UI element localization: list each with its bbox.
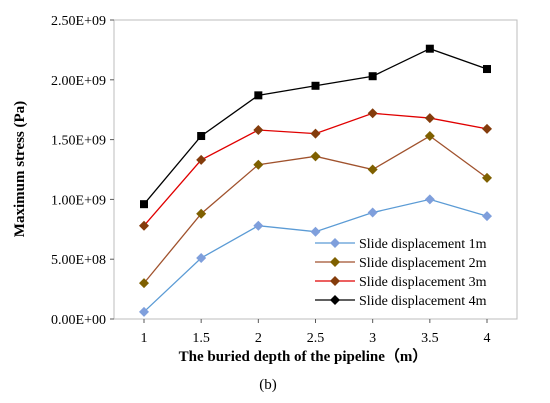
- x-axis-ticks: 1 1.5 2 2.5 3 3.5 4: [141, 319, 491, 346]
- series-1: [139, 194, 492, 317]
- legend-item: Slide displacement 2m: [315, 256, 487, 271]
- data-point: [197, 132, 206, 141]
- data-point: [253, 159, 264, 170]
- x-axis-title: The buried depth of the pipeline（m）: [179, 347, 428, 365]
- legend-item: Slide displacement 4m: [315, 294, 487, 309]
- data-point: [139, 278, 149, 289]
- data-point: [424, 194, 435, 205]
- data-point: [483, 65, 491, 74]
- data-point: [482, 211, 492, 222]
- y-tick-label: 5.00E+08: [51, 253, 106, 268]
- data-point: [140, 200, 148, 209]
- data-point: [196, 154, 207, 165]
- series-layer: [139, 44, 492, 317]
- series-3: [139, 108, 492, 231]
- data-point: [253, 220, 264, 231]
- data-point: [367, 164, 378, 175]
- y-axis-title: Maximum stress (Pa): [12, 101, 28, 237]
- legend-label: Slide displacement 4m: [359, 294, 487, 309]
- legend-swatch-marker: [330, 276, 340, 286]
- legend-swatch-marker: [330, 238, 340, 248]
- data-point: [482, 172, 492, 183]
- legend-label: Slide displacement 2m: [359, 256, 487, 271]
- data-point: [196, 208, 207, 219]
- legend: Slide displacement 1m Slide displacement …: [315, 237, 487, 309]
- data-point: [367, 108, 378, 119]
- y-tick-label: 1.00E+09: [51, 193, 106, 208]
- figure-caption: (b): [259, 377, 277, 393]
- y-tick-label: 2.00E+09: [51, 74, 106, 89]
- data-point: [425, 44, 434, 53]
- x-tick-label: 4: [484, 331, 491, 346]
- series-4: [140, 44, 491, 209]
- y-tick-label: 0.00E+00: [51, 313, 106, 328]
- data-point: [139, 306, 149, 317]
- data-point: [310, 226, 321, 237]
- data-point: [310, 151, 321, 162]
- data-point: [368, 72, 377, 81]
- legend-item: Slide displacement 1m: [315, 237, 487, 252]
- x-tick-label: 2: [255, 331, 262, 346]
- series-2: [139, 131, 492, 289]
- legend-label: Slide displacement 1m: [359, 237, 487, 252]
- data-point: [253, 125, 264, 136]
- x-tick-label: 2.5: [307, 331, 325, 346]
- data-point: [424, 131, 435, 142]
- x-tick-label: 3: [369, 331, 376, 346]
- data-point: [424, 113, 435, 124]
- y-axis-ticks: 0.00E+00 5.00E+08 1.00E+09 1.50E+09 2.00E+09…: [51, 14, 114, 328]
- legend-item: Slide displacement 3m: [315, 275, 487, 290]
- legend-label: Slide displacement 3m: [359, 275, 487, 290]
- y-tick-label: 1.50E+09: [51, 134, 106, 149]
- plot-area: [113, 19, 518, 320]
- data-point: [367, 207, 378, 218]
- data-point: [139, 220, 149, 231]
- x-tick-label: 3.5: [421, 331, 439, 346]
- data-point: [254, 91, 263, 100]
- legend-swatch-marker: [330, 295, 340, 305]
- data-point: [196, 253, 207, 264]
- x-tick-label: 1.5: [192, 331, 210, 346]
- x-tick-label: 1: [141, 331, 148, 346]
- data-point: [310, 128, 321, 139]
- data-point: [482, 123, 492, 134]
- y-tick-label: 2.50E+09: [51, 14, 106, 29]
- legend-swatch-marker: [330, 257, 340, 267]
- data-point: [311, 81, 320, 90]
